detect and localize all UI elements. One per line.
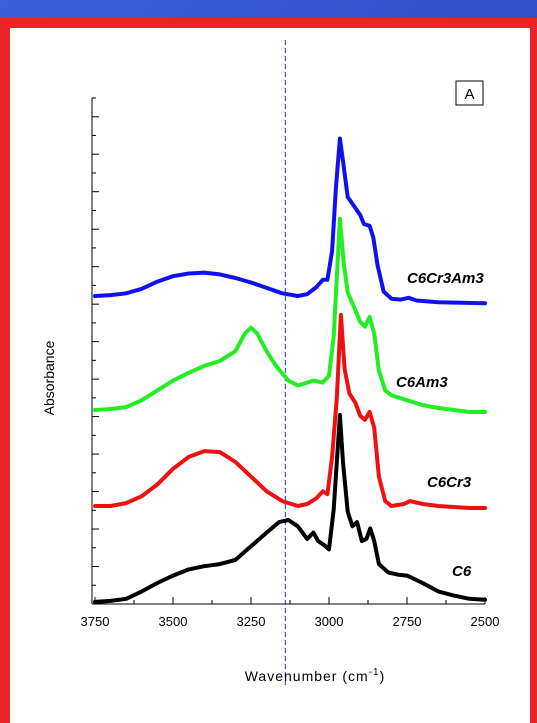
series-line-c6am3	[93, 216, 487, 414]
x-tick-label: 3000	[315, 614, 344, 629]
panel-label: A	[464, 86, 474, 103]
axes: 3750 3500 3250 3000 2750 2500	[81, 97, 500, 629]
series-labels: C6 C6Cr3 C6Am3 C6Cr3Am3	[396, 270, 484, 580]
series-label-c6cr3: C6Cr3	[427, 474, 472, 491]
series-label-c6am3: C6Am3	[396, 374, 448, 391]
series-label-c6cr3am3: C6Cr3Am3	[407, 270, 484, 287]
chart-svg: 3750 3500 3250 3000 2750 2500 C6 C6Cr3 C6Am3 C6C…	[41, 40, 500, 688]
y-axis-title: Absorbance	[41, 340, 57, 415]
panel-label-box	[455, 80, 484, 106]
x-axis-title-sup: -1	[369, 667, 380, 678]
x-axis-title-end: )	[380, 668, 386, 684]
x-axis-title: Wavenumber (cm-1)	[245, 667, 386, 684]
series-line-c6	[93, 413, 487, 604]
series-line-c6cr3am3	[93, 136, 487, 306]
series-group	[93, 136, 487, 604]
x-tick-label: 2500	[471, 614, 500, 629]
x-tick-label: 3750	[81, 614, 110, 629]
chart-panel: 3750 3500 3250 3000 2750 2500 C6 C6Cr3 C6Am3 C6C…	[10, 28, 530, 723]
x-axis-title-main: Wavenumber (cm	[245, 668, 369, 684]
series-line-c6cr3	[93, 312, 487, 510]
x-tick-label: 3500	[159, 614, 188, 629]
x-tick-label: 2750	[393, 614, 422, 629]
x-tick-label: 3250	[237, 614, 266, 629]
series-label-c6: C6	[452, 563, 472, 580]
